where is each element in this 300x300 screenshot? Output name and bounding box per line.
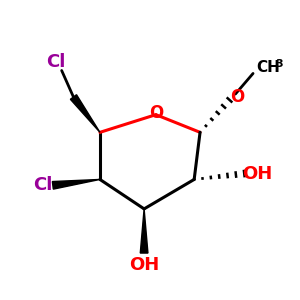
- Text: O: O: [230, 88, 244, 106]
- Text: Cl: Cl: [33, 176, 52, 194]
- Text: 3: 3: [275, 59, 283, 69]
- Polygon shape: [140, 209, 148, 253]
- Polygon shape: [70, 95, 100, 132]
- Text: OH: OH: [242, 165, 273, 183]
- Text: O: O: [149, 104, 163, 122]
- Text: OH: OH: [129, 256, 159, 274]
- Text: CH: CH: [256, 60, 280, 75]
- Text: Cl: Cl: [46, 53, 65, 71]
- Polygon shape: [52, 179, 100, 189]
